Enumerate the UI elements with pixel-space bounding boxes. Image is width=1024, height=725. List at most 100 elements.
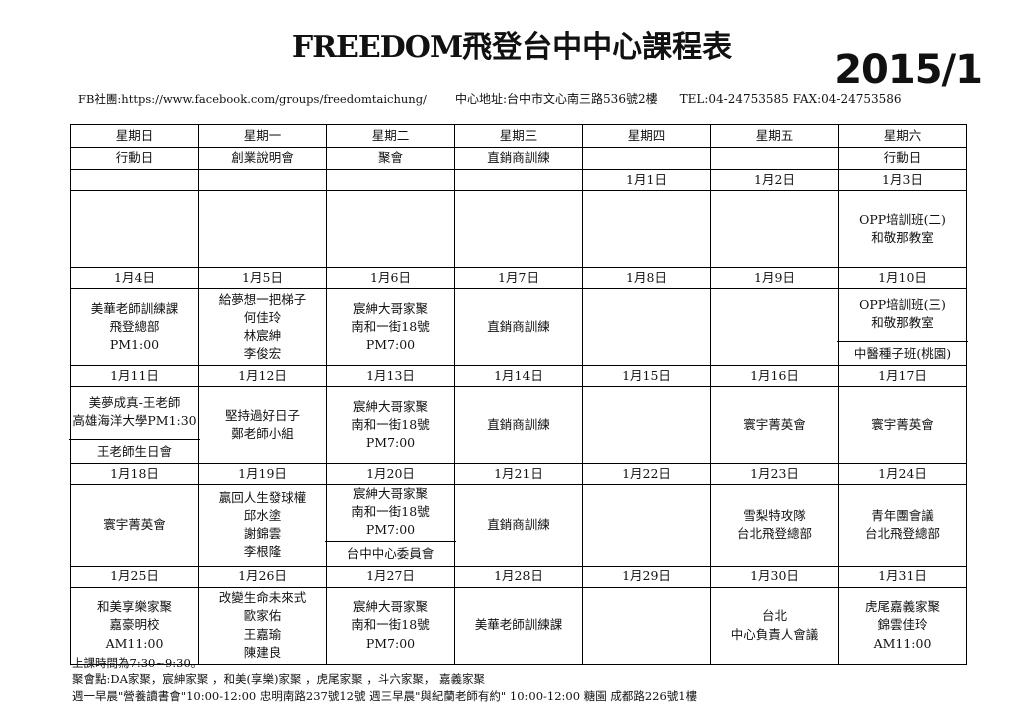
event-cell[interactable]: OPP培訓班(三) 和敬那教室 中醫種子班(桃園) bbox=[837, 288, 968, 366]
date-cell[interactable]: 1月24日 bbox=[838, 463, 967, 485]
date-cell[interactable]: 1月8日 bbox=[582, 267, 711, 289]
event-line: AM11:00 bbox=[873, 635, 932, 651]
event-cell[interactable] bbox=[582, 190, 711, 268]
event-line: 和美享樂家聚 bbox=[96, 599, 172, 615]
date-cell[interactable]: 1月3日 bbox=[838, 169, 967, 191]
event-split-box: OPP培訓班(三) 和敬那教室 中醫種子班(桃園) bbox=[837, 289, 968, 365]
date-cell[interactable]: 1月28日 bbox=[454, 565, 583, 588]
event-cell[interactable]: 美華老師訓練課 bbox=[454, 586, 583, 665]
event-lines: 雪梨特攻隊 台北飛登總部 bbox=[711, 507, 838, 543]
event-cell[interactable]: 贏回人生發球權 邱水塗 謝錦雲 李根隆 bbox=[198, 484, 327, 567]
event-line: 鄭老師小組 bbox=[231, 426, 294, 441]
event-cell[interactable]: 虎尾嘉義家聚 錦雲佳玲 AM11:00 bbox=[838, 586, 967, 665]
event-cell[interactable]: 宸紳大哥家聚 南和一街18號 PM7:00 台中中心委員會 bbox=[325, 484, 456, 567]
event-lines: 宸紳大哥家聚 南和一街18號 PM7:00 bbox=[327, 485, 454, 539]
event-line: 青年團會議 bbox=[871, 508, 934, 524]
event-line: 中心負責人會議 bbox=[730, 626, 819, 642]
event-cell[interactable] bbox=[582, 386, 711, 464]
date-cell[interactable] bbox=[198, 169, 327, 191]
event-cell[interactable] bbox=[70, 190, 199, 268]
event-cell[interactable] bbox=[582, 586, 711, 665]
date-cell[interactable]: 1月16日 bbox=[710, 365, 839, 387]
date-cell[interactable]: 1月27日 bbox=[326, 565, 455, 588]
date-cell[interactable]: 1月5日 bbox=[198, 267, 327, 289]
event-cell[interactable]: 宸紳大哥家聚 南和一街18號 PM7:00 bbox=[326, 386, 455, 464]
event-line: 陳建良 bbox=[243, 644, 282, 660]
event-line: 高雄海洋大學PM1:30 bbox=[72, 412, 197, 428]
date-cell[interactable]: 1月4日 bbox=[70, 267, 199, 289]
event-cell[interactable]: 直銷商訓練 bbox=[454, 386, 583, 464]
event-cell[interactable]: 直銷商訓練 bbox=[454, 288, 583, 366]
event-cell[interactable]: 直銷商訓練 bbox=[454, 484, 583, 567]
event-cell[interactable]: OPP培訓班(二) 和敬那教室 bbox=[838, 190, 967, 268]
event-cell[interactable]: 寰宇菁英會 bbox=[710, 386, 839, 464]
event-sub-lines: 中醫種子班(桃園) bbox=[839, 342, 966, 365]
event-cell[interactable]: 和美享樂家聚 嘉豪明校 AM11:00 bbox=[70, 586, 199, 665]
footer-note-line: 上課時間為7:30~9:30。 bbox=[72, 656, 203, 670]
event-cell[interactable]: 宸紳大哥家聚 南和一街18號 PM7:00 bbox=[326, 586, 455, 665]
date-cell[interactable]: 1月12日 bbox=[198, 365, 327, 387]
date-cell[interactable]: 1月25日 bbox=[70, 565, 199, 588]
date-cell[interactable]: 1月9日 bbox=[710, 267, 839, 289]
event-cell[interactable] bbox=[454, 190, 583, 268]
event-divider bbox=[69, 438, 200, 440]
calendar-event-row: 美夢成真-王老師 高雄海洋大學PM1:30 王老師生日會 堅持過好日子 鄭老師小組 宸紳大… bbox=[69, 386, 967, 464]
date-cell[interactable]: 1月17日 bbox=[838, 365, 967, 387]
day-theme-3: 直銷商訓練 bbox=[454, 147, 583, 170]
schedule-calendar: 星期日 星期一 星期二 星期三 星期四 星期五 星期六 行動日 創業說明會 聚會 直銷商訓練 行動日 1… bbox=[69, 124, 968, 665]
event-lines: 宸紳大哥家聚 南和一街18號 PM7:00 bbox=[327, 598, 454, 652]
calendar-dow-row: 星期日 星期一 星期二 星期三 星期四 星期五 星期六 bbox=[70, 124, 967, 148]
date-cell[interactable] bbox=[326, 169, 455, 191]
event-line: 錦雲佳玲 bbox=[877, 617, 928, 633]
date-cell[interactable]: 1月18日 bbox=[70, 463, 199, 485]
event-cell[interactable]: 寰宇菁英會 bbox=[70, 484, 199, 567]
event-cell[interactable]: 改變生命未來式 歐家佑 王嘉瑜 陳建良 bbox=[198, 586, 327, 665]
event-lines: 美華老師訓練課 bbox=[455, 616, 582, 634]
date-cell[interactable]: 1月11日 bbox=[70, 365, 199, 387]
date-cell[interactable]: 1月21日 bbox=[454, 463, 583, 485]
facebook-group-link[interactable]: FB社團:https://www.facebook.com/groups/fre… bbox=[78, 92, 427, 106]
event-cell[interactable]: 給夢想一把梯子 何佳玲 林宸紳 李俊宏 bbox=[198, 288, 327, 366]
date-cell[interactable] bbox=[70, 169, 199, 191]
event-cell[interactable] bbox=[710, 288, 839, 366]
event-line: 直銷商訓練 bbox=[487, 318, 550, 334]
page-title: FREEDOM飛登台中中心課程表 bbox=[0, 22, 1024, 66]
event-cell[interactable]: 寰宇菁英會 bbox=[838, 386, 967, 464]
event-cell[interactable]: 美華老師訓練課 飛登總部 PM1:00 bbox=[70, 288, 199, 366]
event-cell[interactable] bbox=[326, 190, 455, 268]
date-cell[interactable]: 1月29日 bbox=[582, 565, 711, 588]
event-cell[interactable]: 堅持過好日子 鄭老師小組 bbox=[198, 386, 327, 464]
event-line: 寰宇菁英會 bbox=[743, 416, 806, 432]
date-cell[interactable]: 1月22日 bbox=[582, 463, 711, 485]
date-cell[interactable]: 1月1日 bbox=[582, 169, 711, 191]
event-cell[interactable] bbox=[198, 190, 327, 268]
date-cell[interactable]: 1月20日 bbox=[326, 463, 455, 485]
event-cell[interactable]: 美夢成真-王老師 高雄海洋大學PM1:30 王老師生日會 bbox=[69, 386, 200, 464]
date-cell[interactable]: 1月26日 bbox=[198, 565, 327, 588]
event-cell[interactable]: 宸紳大哥家聚 南和一街18號 PM7:00 bbox=[326, 288, 455, 366]
date-cell[interactable]: 1月14日 bbox=[454, 365, 583, 387]
date-cell[interactable]: 1月19日 bbox=[198, 463, 327, 485]
event-cell[interactable]: 雪梨特攻隊 台北飛登總部 bbox=[710, 484, 839, 567]
event-line: PM7:00 bbox=[365, 435, 416, 451]
date-cell[interactable]: 1月7日 bbox=[454, 267, 583, 289]
date-cell[interactable]: 1月15日 bbox=[582, 365, 711, 387]
date-cell[interactable]: 1月10日 bbox=[838, 267, 967, 289]
event-line: PM7:00 bbox=[365, 337, 416, 353]
event-cell[interactable]: 台北 中心負責人會議 bbox=[710, 586, 839, 665]
date-cell[interactable]: 1月31日 bbox=[838, 565, 967, 588]
date-cell[interactable]: 1月13日 bbox=[326, 365, 455, 387]
event-cell[interactable] bbox=[582, 288, 711, 366]
date-cell[interactable]: 1月23日 bbox=[710, 463, 839, 485]
date-cell[interactable]: 1月6日 bbox=[326, 267, 455, 289]
event-cell[interactable]: 青年團會議 台北飛登總部 bbox=[838, 484, 967, 567]
event-cell[interactable] bbox=[582, 484, 711, 567]
date-cell[interactable] bbox=[454, 169, 583, 191]
event-line: 宸紳大哥家聚 bbox=[352, 486, 428, 501]
date-cell[interactable]: 1月30日 bbox=[710, 565, 839, 588]
event-cell[interactable] bbox=[710, 190, 839, 268]
event-line: 飛登總部 bbox=[109, 318, 160, 334]
date-cell[interactable]: 1月2日 bbox=[710, 169, 839, 191]
footer-note-line: 聚會點:DA家聚，宸紳家聚 ，和美(享樂)家聚 ，虎尾家聚 ，斗六家聚， 嘉義家… bbox=[72, 672, 485, 687]
event-lines: 直銷商訓練 bbox=[455, 416, 582, 434]
